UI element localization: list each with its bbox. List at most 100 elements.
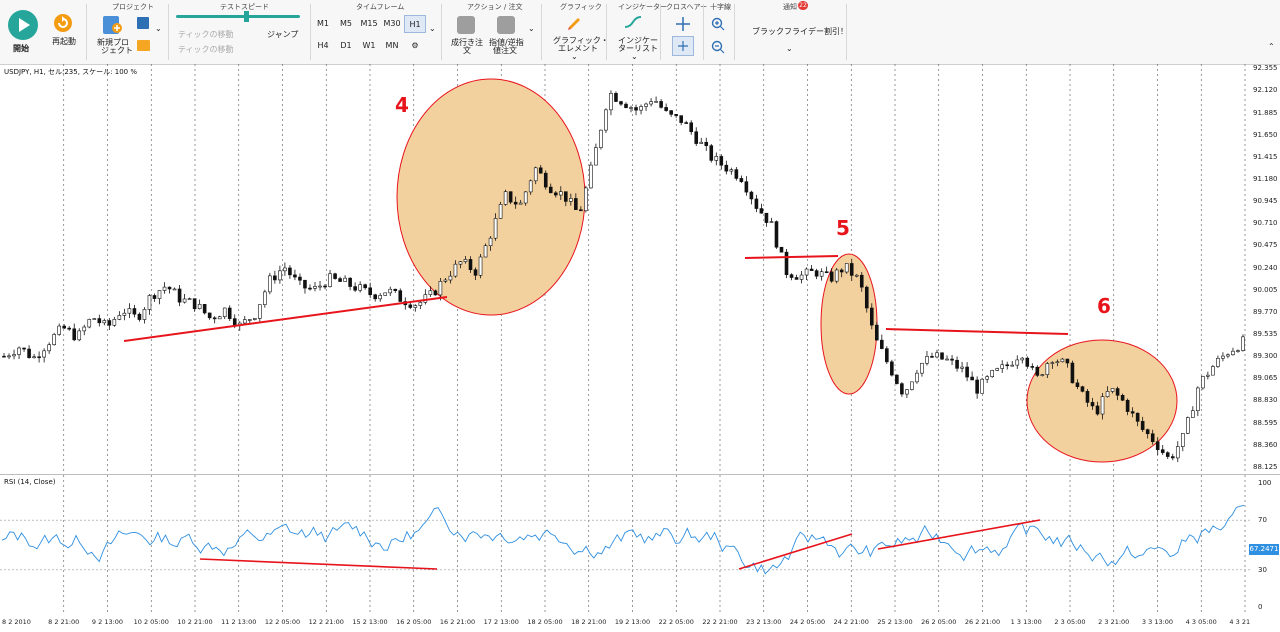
new-project-icon[interactable] [103, 16, 122, 34]
group-title-zoom: 十字線 [710, 3, 731, 11]
skip-label-2[interactable]: ティックの移動 [178, 45, 234, 54]
timeframe-m5[interactable]: M5 [340, 19, 352, 28]
separator [168, 4, 169, 60]
timeframe-h1[interactable]: H1 [404, 15, 426, 33]
rsi-title: RSI (14, Close) [4, 478, 56, 486]
market-order-icon[interactable] [457, 16, 475, 34]
candle-body [1100, 396, 1105, 415]
candle-body [764, 212, 769, 223]
plus-badge-icon [112, 23, 122, 33]
indicator-icon[interactable] [624, 14, 642, 30]
candle-body [880, 339, 884, 349]
rsi-chart-canvas[interactable] [0, 475, 1250, 613]
speed-slider[interactable] [176, 15, 300, 18]
candle-body [1075, 382, 1080, 387]
time-tick-label: 23 2 13:00 [746, 618, 781, 626]
candle-body [162, 286, 167, 291]
candle-body [729, 169, 734, 172]
candle-body [864, 286, 869, 309]
annotation-label: 5 [836, 216, 850, 240]
candle-body [569, 198, 573, 202]
crosshair-icon[interactable] [676, 16, 690, 31]
candle-body [1015, 359, 1020, 366]
indicator-label-1: インジケー [618, 36, 658, 45]
pencil-icon[interactable] [566, 14, 582, 30]
action-dropdown-icon[interactable]: ⌄ [528, 24, 535, 33]
price-chart-canvas[interactable]: 4 5 6 [0, 64, 1250, 474]
candle-body [418, 301, 423, 306]
timeframe-h4[interactable]: H4 [317, 41, 329, 50]
timeframe-m30[interactable]: M30 [383, 19, 401, 28]
crosshair-plus-icon[interactable] [672, 36, 694, 56]
save-icon[interactable] [137, 17, 149, 29]
candle-body [37, 356, 41, 359]
timeframe-mn[interactable]: MN [385, 41, 399, 50]
time-tick-label: 25 2 13:00 [877, 618, 912, 626]
graphic-dropdown-icon[interactable]: ⌄ [571, 52, 578, 61]
candle-body [1165, 452, 1170, 457]
group-title-test-speed: テストスピード [220, 3, 269, 11]
timeframe-dropdown-icon[interactable]: ⌄ [429, 24, 436, 33]
zoom-out-icon[interactable] [711, 39, 725, 54]
collapse-toolbar-icon[interactable]: ⌃ [1268, 42, 1275, 51]
separator [703, 4, 704, 60]
candle-body [819, 271, 824, 277]
candle-body [839, 269, 844, 273]
candle-body [1186, 417, 1190, 434]
candle-body [970, 376, 974, 381]
candle-body [1196, 387, 1200, 412]
group-title-crosshair: クロスヘアー [666, 3, 708, 11]
trendline-resistance-6 [885, 328, 1069, 335]
time-tick-label: 10 2 05:00 [134, 618, 169, 626]
candle-body [784, 251, 789, 275]
folder-icon[interactable] [137, 40, 150, 51]
candle-body [498, 204, 503, 219]
notice-text[interactable]: ブラックフライデー割引！ [752, 27, 848, 36]
jump-label[interactable]: ジャンプ [267, 30, 299, 39]
rsi-chart[interactable]: RSI (14, Close) [0, 475, 1250, 613]
price-axis: 92.355 92.120 91.885 91.650 91.415 91.180 90.9… [1250, 64, 1280, 474]
candle-body [358, 284, 362, 291]
settings-gear-icon[interactable]: ⚙ [411, 41, 419, 50]
candle-body [247, 319, 252, 321]
pending-order-icon[interactable] [497, 16, 515, 34]
candle-body [1105, 391, 1110, 397]
time-tick-label: 24 2 21:00 [834, 618, 869, 626]
candle-body [915, 372, 919, 383]
timeframe-m15[interactable]: M15 [360, 19, 378, 28]
restart-button[interactable] [54, 14, 72, 32]
zoom-in-icon[interactable] [711, 16, 725, 31]
timeframe-w1[interactable]: W1 [362, 41, 376, 50]
candle-body [107, 320, 112, 326]
candle-body [990, 370, 994, 377]
candle-body [528, 180, 533, 193]
notice-dropdown-icon[interactable]: ⌄ [786, 44, 793, 53]
rsi-line [1, 504, 1245, 575]
price-tick-label: 90.475 [1253, 241, 1278, 250]
project-dropdown-icon[interactable]: ⌄ [155, 24, 162, 33]
candle-body [1150, 433, 1155, 442]
candle-body [624, 103, 628, 108]
indicator-dropdown-icon[interactable]: ⌄ [631, 52, 638, 61]
separator [734, 4, 735, 60]
candle-body [1020, 357, 1025, 361]
candle-body [87, 319, 92, 328]
pane-divider[interactable] [0, 474, 1280, 475]
candle-body [769, 221, 774, 223]
candle-body [493, 218, 498, 239]
candle-body [920, 362, 924, 374]
candle-body [378, 295, 383, 300]
price-tick-label: 91.650 [1253, 130, 1278, 139]
timeframe-d1[interactable]: D1 [340, 41, 352, 50]
candle-body [799, 274, 804, 280]
time-tick-label: 17 2 13:00 [484, 618, 519, 626]
market-order-label-2: 文 [463, 46, 471, 55]
start-button[interactable] [8, 10, 38, 40]
candle-body [458, 261, 463, 265]
speed-slider-thumb[interactable] [244, 11, 249, 22]
timeframe-m1[interactable]: M1 [317, 19, 329, 28]
candle-body [935, 352, 939, 358]
skip-label-1[interactable]: ティックの移動 [178, 30, 234, 39]
price-chart[interactable]: 4 5 6 USDJPY, H1, セル:235, スケール: 100 % [0, 64, 1250, 474]
time-tick-label: 22 2 05:00 [659, 618, 694, 626]
